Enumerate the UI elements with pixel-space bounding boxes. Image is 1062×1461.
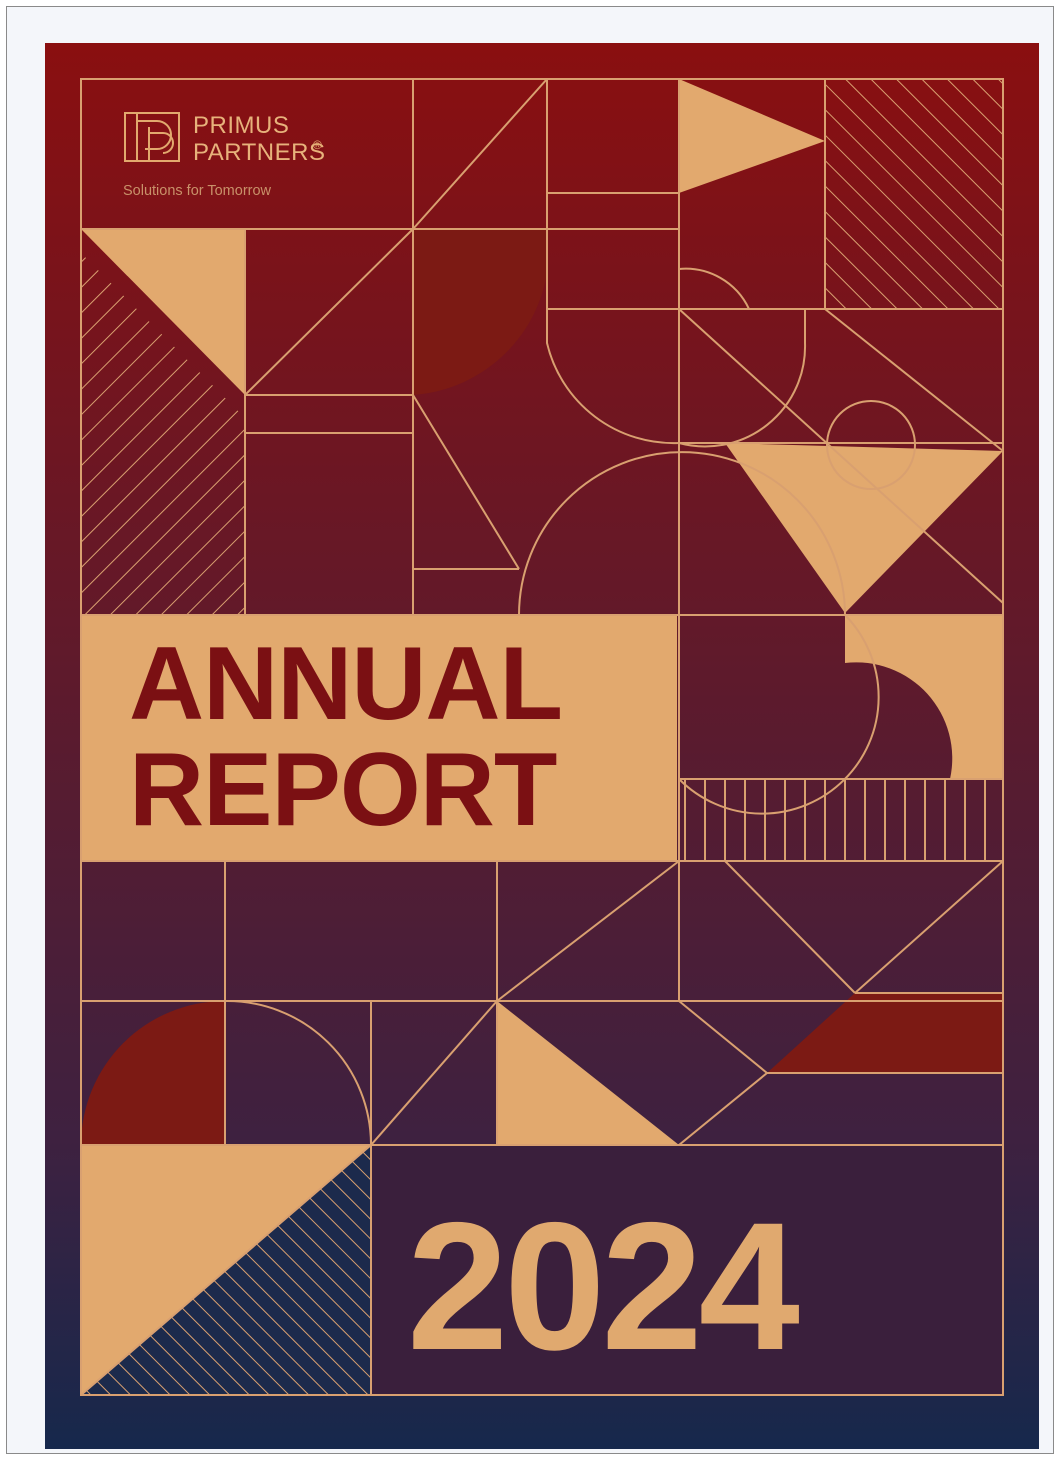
title-annual: ANNUAL xyxy=(129,626,562,742)
document-frame: PRIMUS PARTNERS ® Solutions for Tomorrow… xyxy=(6,6,1054,1454)
title-report: REPORT xyxy=(129,732,557,848)
logo-partners-text: PARTNERS xyxy=(193,139,325,166)
logo-tagline: Solutions for Tomorrow xyxy=(123,183,272,199)
registered-mark: ® xyxy=(313,138,322,152)
title-band xyxy=(81,615,677,861)
hatch-areas xyxy=(81,79,1003,861)
logo-primus-text: PRIMUS xyxy=(193,112,289,139)
geometric-lines xyxy=(80,78,1004,1396)
annual-report-cover: PRIMUS PARTNERS ® Solutions for Tomorrow… xyxy=(45,43,1039,1449)
pp-monogram-icon xyxy=(124,112,180,162)
primus-partners-logo: PRIMUS PARTNERS ® Solutions for Tomorrow xyxy=(123,112,325,199)
cover-artwork: PRIMUS PARTNERS ® Solutions for Tomorrow… xyxy=(45,43,1039,1449)
report-year: 2024 xyxy=(407,1184,800,1388)
